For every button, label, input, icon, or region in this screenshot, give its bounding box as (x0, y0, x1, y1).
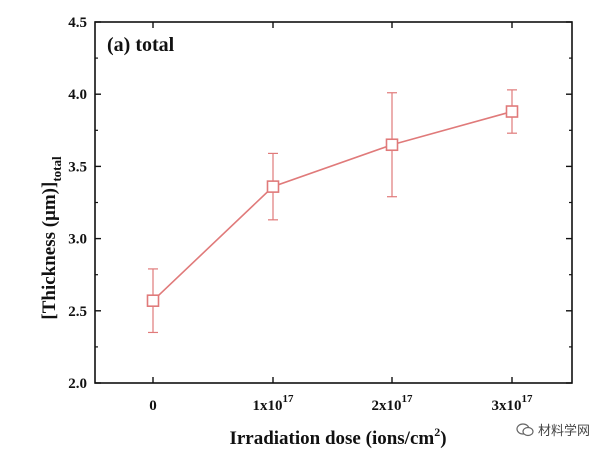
x-tick-label: 3x1017 (492, 393, 534, 414)
x-tick-label: 0 (149, 398, 157, 414)
y-tick-label: 4.5 (68, 15, 87, 31)
y-tick-label: 3.0 (68, 232, 87, 248)
data-point-marker (505, 105, 519, 118)
plot-border (94, 21, 573, 384)
x-axis-title: Irradiation dose (ions/cm2) (229, 425, 446, 449)
watermark-text: 材料学网 (537, 424, 590, 439)
series-line (152, 110, 513, 302)
y-tick-label: 2.0 (68, 376, 87, 392)
y-axis-title: [Thickness (μm)]total (39, 156, 64, 320)
watermark: 材料学网 (516, 420, 590, 439)
x-axis: 0 1x1017 2x1017 3x1017 (149, 22, 533, 414)
panel-label: (a) total (107, 34, 175, 56)
y-tick-label: 3.5 (68, 159, 87, 175)
x-tick-label: 2x1017 (372, 393, 414, 414)
data-point-marker (385, 138, 399, 152)
plot-frame (94, 21, 573, 384)
y-axis: 2.0 2.5 3.0 3.5 4.0 4.5 (68, 15, 572, 392)
data-point-marker (146, 294, 160, 307)
series-total (146, 89, 519, 334)
wechat-icon (516, 422, 534, 436)
x-tick-label: 1x1017 (253, 393, 295, 414)
data-point-marker (266, 180, 280, 193)
y-tick-label: 2.5 (68, 304, 87, 320)
y-tick-label: 4.0 (68, 87, 87, 103)
